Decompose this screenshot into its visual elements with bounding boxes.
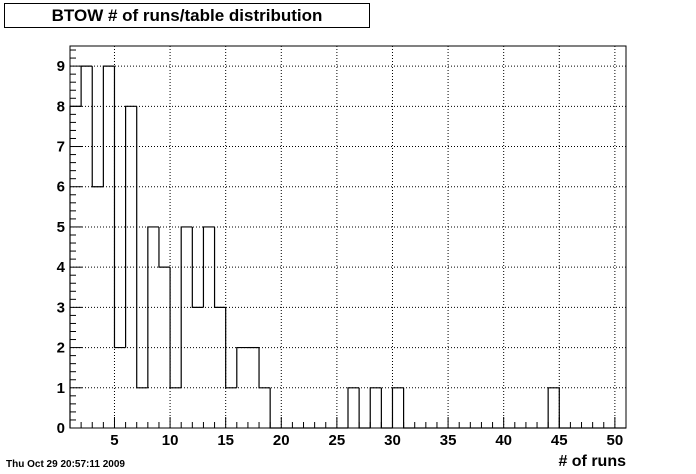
chart-title-box: BTOW # of runs/table distribution <box>4 3 370 28</box>
histogram-bin-15 <box>225 307 237 389</box>
y-tick-label: 5 <box>57 219 65 236</box>
histogram-bin-5 <box>113 66 126 349</box>
grid-lines <box>70 46 626 428</box>
x-tick-label: 40 <box>495 432 512 449</box>
histogram-bin-16 <box>236 346 248 388</box>
y-tick-label: 4 <box>57 259 66 276</box>
histogram-bin-13 <box>202 226 215 308</box>
y-tick-label: 7 <box>57 139 65 156</box>
y-tick-label: 6 <box>57 179 65 196</box>
x-tick-label: 50 <box>607 432 624 449</box>
y-tick-label: 3 <box>57 299 65 316</box>
histogram-bin-29 <box>380 387 393 429</box>
y-tick-label: 2 <box>57 340 65 357</box>
histogram-bin-19 <box>269 387 282 429</box>
histogram-bin-7 <box>136 106 148 389</box>
x-tick-label: 15 <box>217 432 234 449</box>
x-tick-label: 35 <box>440 432 457 449</box>
plot-frame <box>69 45 627 429</box>
y-tick-label: 9 <box>57 58 65 75</box>
histogram-bin-14 <box>213 226 226 308</box>
histogram-bin-11 <box>180 226 193 388</box>
x-tick-label: 45 <box>551 432 568 449</box>
histogram-bin-6 <box>125 105 137 348</box>
chart-title: BTOW # of runs/table distribution <box>51 6 323 25</box>
y-tick-label: 1 <box>57 380 65 397</box>
histogram-bin-31 <box>403 387 415 429</box>
histogram-bars <box>69 65 626 429</box>
histogram-bin-4 <box>102 65 115 187</box>
histogram-bin-26 <box>347 387 360 428</box>
histogram-bin-45 <box>558 387 571 429</box>
histogram-bin-27 <box>358 387 371 429</box>
histogram-bin-30 <box>391 387 404 428</box>
y-tick-label: 0 <box>57 420 65 437</box>
histogram-bin-18 <box>258 347 271 389</box>
histogram-bin-3 <box>91 66 104 188</box>
x-tick-label: 10 <box>162 432 179 449</box>
histogram-bin-28 <box>369 387 382 428</box>
axis-ticks <box>69 49 627 429</box>
x-tick-labels: 5 10 15 20 25 30 35 40 45 50 <box>110 432 623 449</box>
histogram-bin-1 <box>69 105 82 428</box>
x-tick-label: 20 <box>273 432 290 449</box>
histogram-bin-9 <box>158 226 171 268</box>
x-axis-label: # of runs <box>558 453 626 470</box>
x-tick-label: 30 <box>384 432 401 449</box>
histogram-bin-10 <box>169 267 182 389</box>
x-tick-label: 5 <box>110 432 118 449</box>
timestamp-text: Thu Oct 29 20:57:11 2009 <box>6 459 125 470</box>
y-tick-labels: 0 1 2 3 4 5 6 7 8 9 <box>57 58 66 437</box>
x-tick-label: 25 <box>329 432 346 449</box>
plot-border <box>69 45 627 429</box>
histogram-bin-44 <box>547 387 560 428</box>
histogram-bin-8 <box>147 226 159 388</box>
histogram-bin-2 <box>80 65 93 107</box>
y-tick-label: 8 <box>57 98 65 115</box>
histogram-bin-12 <box>191 226 204 308</box>
